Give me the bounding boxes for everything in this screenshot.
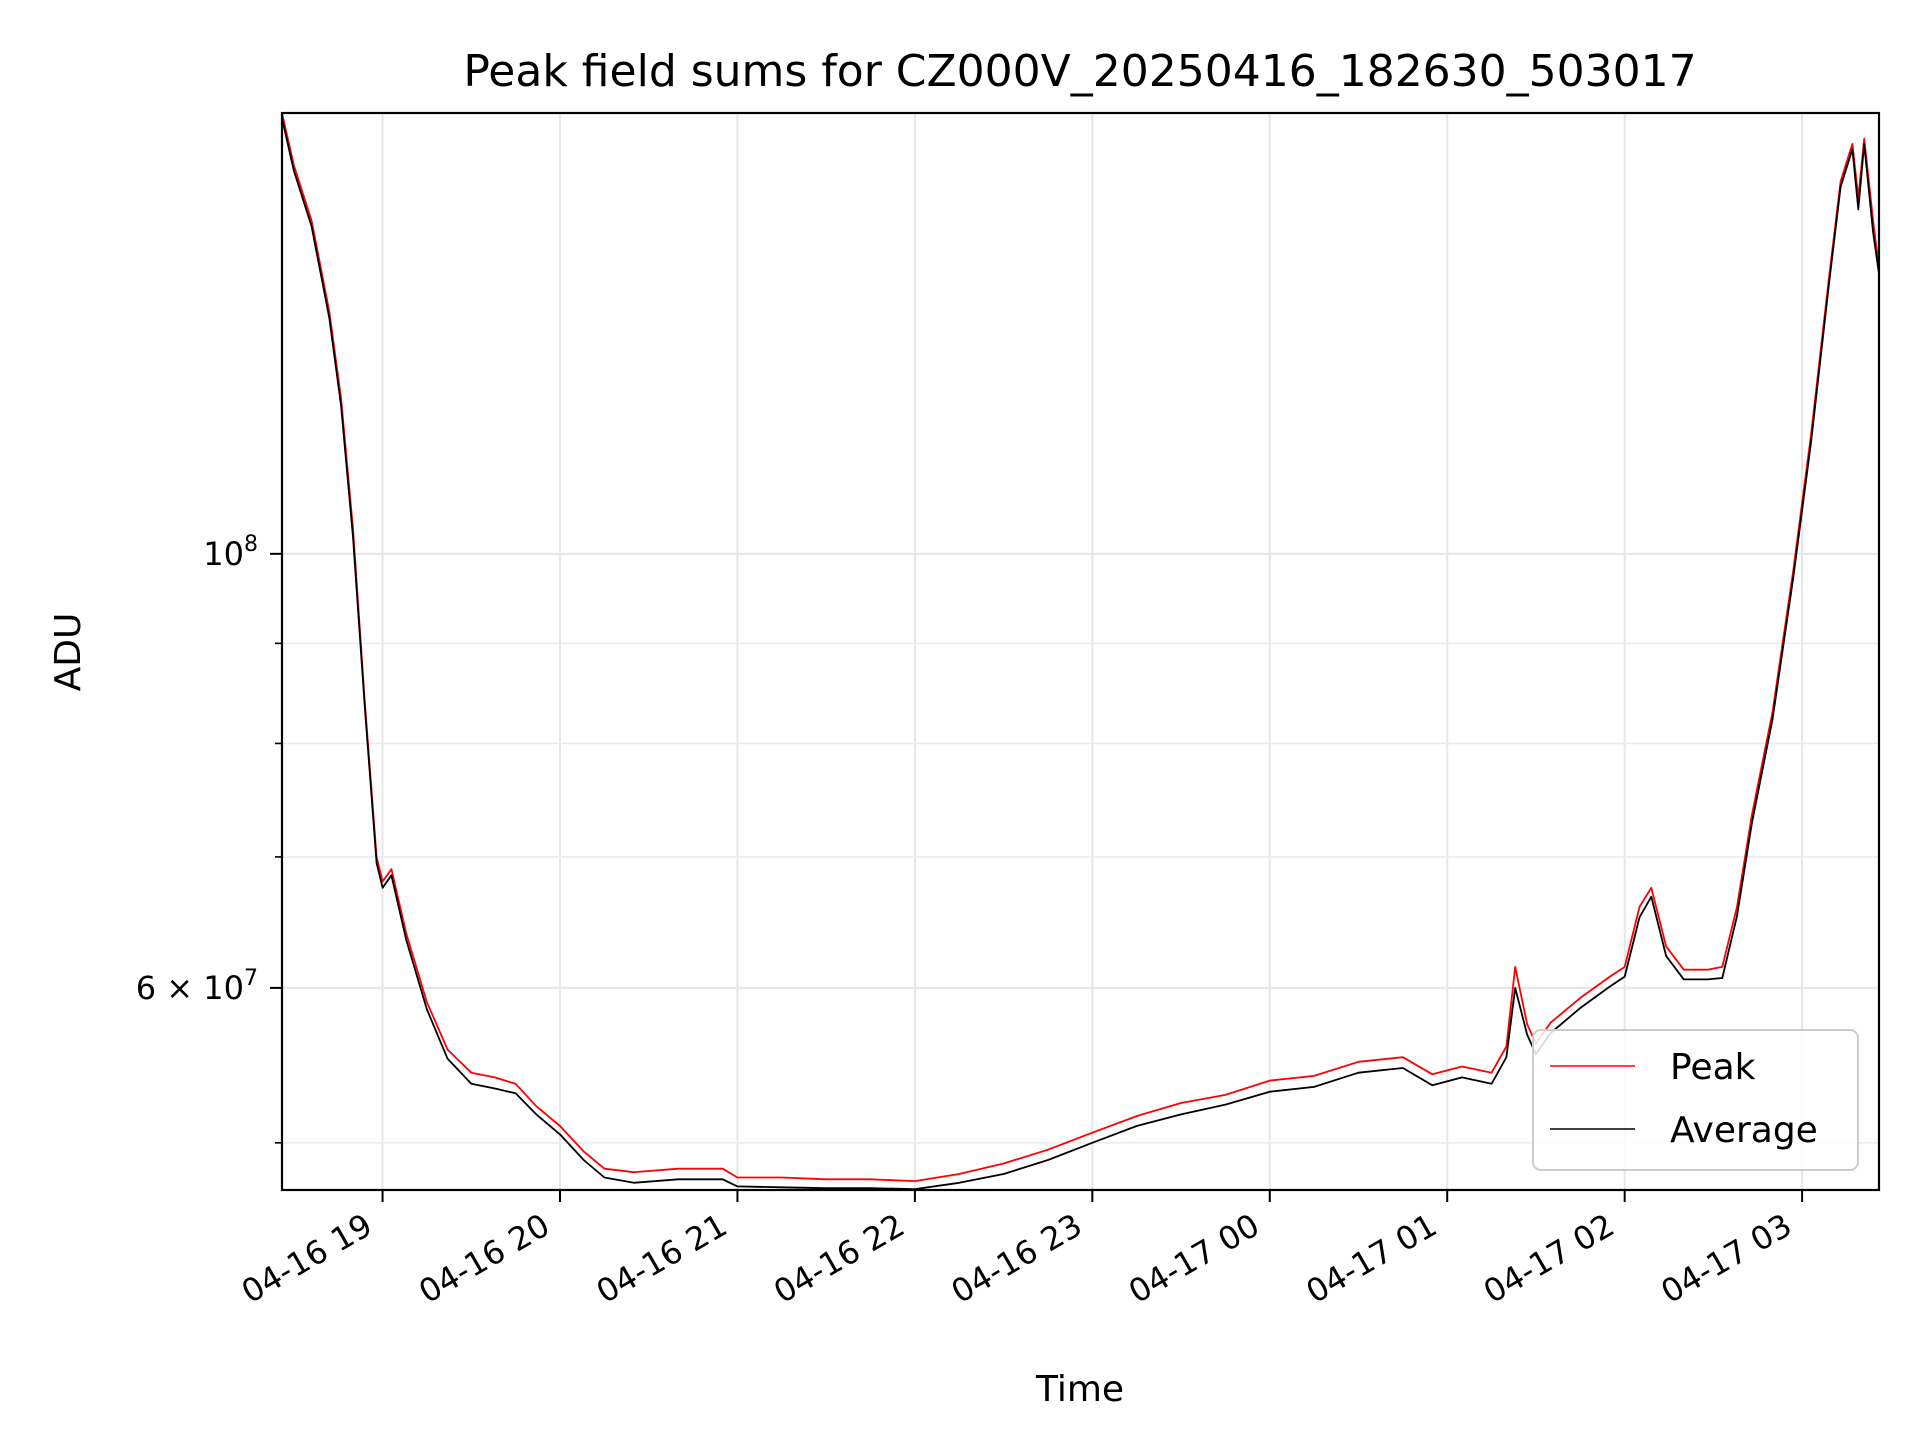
legend-box <box>1532 1029 1859 1171</box>
legend-peak-label: Peak <box>1670 1047 1756 1088</box>
x-tick-label: 04-17 02 <box>1477 1206 1621 1311</box>
series-line-average <box>282 117 1879 1190</box>
series-layer <box>282 113 1879 1190</box>
x-tick-label: 04-17 01 <box>1300 1206 1444 1311</box>
x-tick-label: 04-16 22 <box>767 1206 911 1311</box>
gridlines <box>282 113 1879 1190</box>
y-axis: 108 6 × 107 <box>136 532 282 1144</box>
y-tick-label-base: 6 × 10 <box>136 969 244 1007</box>
y-tick-label: 108 <box>203 532 258 573</box>
x-tick-label: 04-17 00 <box>1122 1206 1266 1311</box>
x-tick-label: 04-16 21 <box>590 1206 734 1311</box>
x-axis: 04-16 19 04-16 20 04-16 21 04-16 22 04-16 23… <box>235 1190 1804 1311</box>
y-axis-label: ADU <box>48 613 89 692</box>
y-tick-label-exponent: 8 <box>244 532 258 557</box>
x-tick-label: 04-16 19 <box>235 1206 379 1311</box>
x-tick-label: 04-16 23 <box>945 1206 1089 1311</box>
plot-frame <box>280 111 1881 1192</box>
x-tick-label: 04-16 20 <box>412 1206 556 1311</box>
legend: Peak Average <box>1532 1029 1859 1171</box>
x-axis-label: Time <box>1035 1369 1124 1410</box>
legend-average-label: Average <box>1670 1110 1818 1151</box>
y-tick-label-base: 10 <box>203 535 244 573</box>
series-line-peak <box>282 113 1879 1182</box>
chart-title: Peak field sums for CZ000V_20250416_1826… <box>463 46 1696 97</box>
x-tick-label: 04-17 03 <box>1655 1206 1799 1311</box>
y-tick-label-exponent: 7 <box>244 966 258 991</box>
y-tick-label: 6 × 107 <box>136 966 258 1007</box>
